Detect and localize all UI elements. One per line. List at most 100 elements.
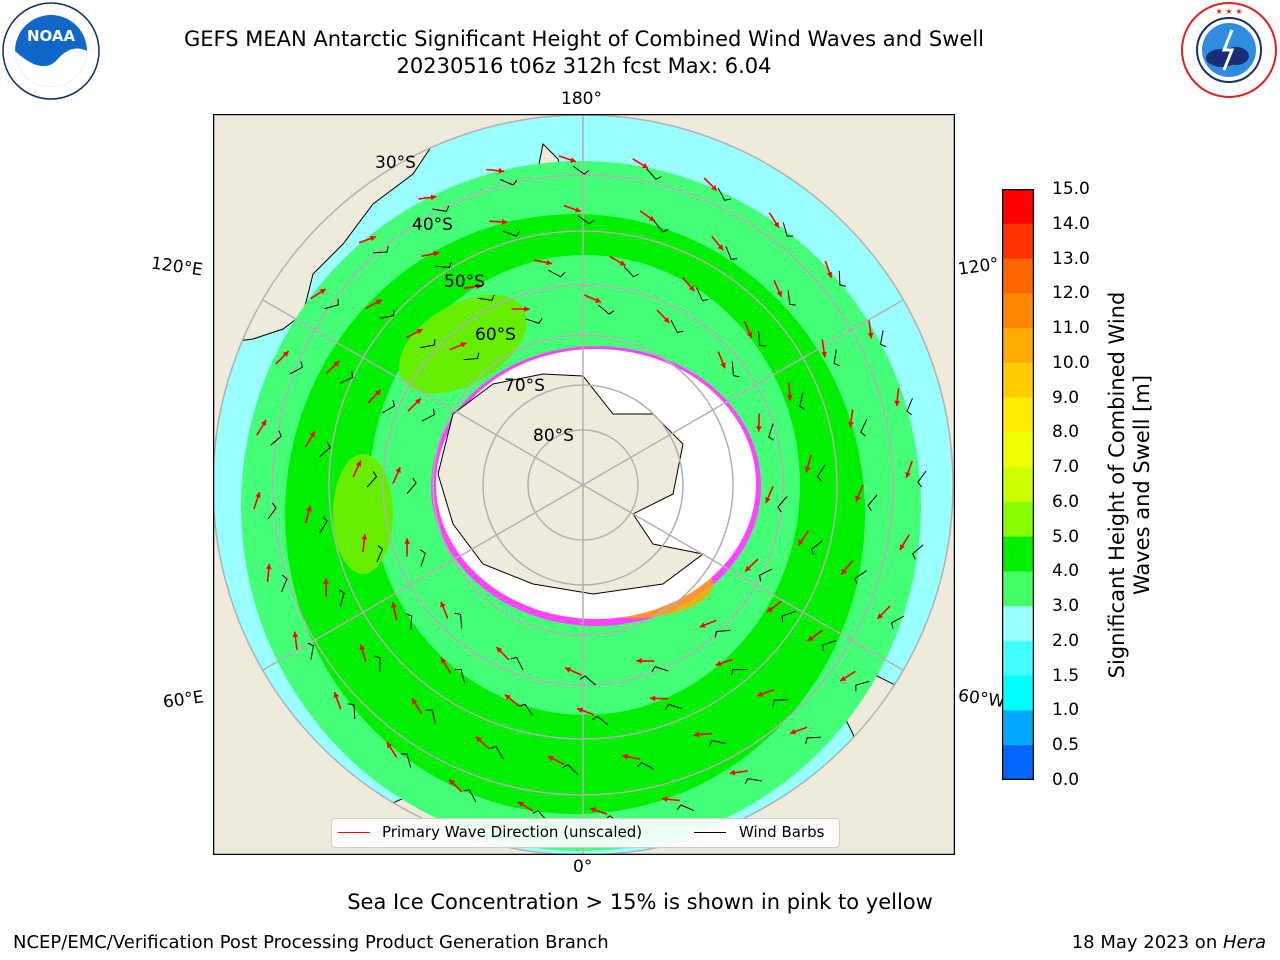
wave-arrow-head xyxy=(594,297,601,303)
wave-arrow-head xyxy=(504,694,511,701)
wave-arrow-head xyxy=(441,657,447,664)
wave-arrow-head xyxy=(766,606,773,613)
land-antarctica xyxy=(437,373,705,595)
wind-barb xyxy=(366,471,378,488)
wind-barb xyxy=(579,675,596,686)
wave-arrow-head xyxy=(546,259,552,266)
wind-barb xyxy=(379,309,395,319)
wave-arrow-head xyxy=(642,162,649,169)
colorbar-cell xyxy=(1002,189,1034,225)
wind-barb xyxy=(455,668,466,684)
wave-arrow-head xyxy=(359,644,366,651)
wave-arrow-head xyxy=(790,728,797,735)
colorbar-cell xyxy=(1002,745,1034,780)
wave-direction-arrows xyxy=(253,155,927,825)
wave-arrow-head xyxy=(622,753,629,760)
wave-arrow-head xyxy=(404,538,410,544)
colorbar-cell xyxy=(1002,223,1034,260)
wind-barb xyxy=(838,270,846,287)
wind-barb xyxy=(787,290,796,306)
wave-arrow-head xyxy=(498,167,505,174)
legend-wave-direction: Primary Wave Direction (unscaled) xyxy=(382,823,643,841)
colorbar-cell xyxy=(1002,606,1034,642)
wind-barb xyxy=(637,761,655,770)
colorbar-tick-label: 1.0 xyxy=(1052,700,1080,721)
wind-barb xyxy=(833,349,840,367)
colorbar-tick-label: 2.0 xyxy=(1052,630,1080,651)
wave-arrow-head xyxy=(894,400,901,407)
lon-label-60e: 60°E xyxy=(161,687,206,713)
colorbar-tick-label: 6.0 xyxy=(1052,491,1080,512)
figure-subtitle: 20230516 t06z 312h fcst Max: 6.04 xyxy=(396,54,772,78)
wave-arrow-head xyxy=(826,271,833,278)
wave-arrow-head xyxy=(636,658,642,664)
wave-arrow-head xyxy=(648,215,655,222)
colorbar-tick-label: 12.0 xyxy=(1052,283,1090,304)
wave-arrow-head xyxy=(496,647,503,653)
wind-barb xyxy=(714,629,731,638)
wave-arrow-head xyxy=(746,331,753,338)
wave-arrow-head xyxy=(292,631,299,638)
colorbar-tick-label: 1.5 xyxy=(1052,665,1080,686)
colorbar-cell xyxy=(1002,258,1034,294)
colorbar-label: Significant Height of Combined Wind Wave… xyxy=(1105,291,1154,679)
wind-barb xyxy=(725,246,738,260)
wind-barb xyxy=(348,703,356,720)
wind-barb xyxy=(591,715,609,726)
wind-barb-swatch xyxy=(694,832,726,833)
wind-barb xyxy=(768,423,775,441)
wave-arrow-head xyxy=(565,667,572,673)
wave-arrow-head xyxy=(255,492,261,498)
wind-barb xyxy=(758,568,773,582)
wave-arrow-head xyxy=(570,157,576,163)
wave-arrow-head xyxy=(386,742,393,749)
wave-arrow-head xyxy=(391,602,397,609)
wave-arrow-head xyxy=(374,389,381,396)
wind-barb xyxy=(372,246,389,254)
colorbar-cell xyxy=(1002,432,1034,468)
wave-arrow-head xyxy=(323,578,329,584)
wind-barb xyxy=(319,516,328,534)
wind-barb xyxy=(676,804,694,811)
wave-arrow-head xyxy=(786,395,793,401)
wave-arrow-head xyxy=(282,351,289,357)
wind-barb xyxy=(653,220,669,233)
wind-barb xyxy=(400,753,412,768)
wind-barb xyxy=(463,352,480,361)
wind-barb xyxy=(855,680,870,692)
lon-label-120e: 120°E xyxy=(149,253,204,281)
footer-machine: Hera xyxy=(1222,932,1266,953)
wind-barb xyxy=(867,494,878,511)
wave-direction-swatch xyxy=(338,832,370,833)
wave-arrow-head xyxy=(306,505,312,512)
wind-barb xyxy=(646,168,662,180)
wave-arrow-head xyxy=(717,244,724,251)
wind-barb xyxy=(912,544,924,560)
wind-barb xyxy=(772,699,789,707)
wind-barb xyxy=(421,408,436,422)
noaa-logo-text: NOAA xyxy=(27,27,76,45)
wind-barb xyxy=(519,703,534,717)
wind-barb xyxy=(503,230,521,237)
wave-arrow-head xyxy=(449,779,455,786)
wave-arrow-head xyxy=(711,184,717,191)
wind-barb xyxy=(548,269,566,278)
nws-logo: ★ ★ ★ xyxy=(1181,2,1277,98)
wind-barb xyxy=(880,330,887,348)
wave-arrow-head xyxy=(460,342,467,348)
colorbar-tick-label: 9.0 xyxy=(1052,387,1080,408)
colorbar-cell xyxy=(1002,710,1034,746)
wave-arrow-head xyxy=(524,306,530,312)
lon-label-180: 180° xyxy=(561,89,602,109)
wave-arrow-head xyxy=(729,769,736,776)
wave-arrow-head xyxy=(416,329,423,335)
wave-arrow-head xyxy=(899,544,906,551)
band-5-to-6m-b xyxy=(333,454,393,574)
wave-arrow-head xyxy=(807,635,814,642)
wave-arrow-head xyxy=(476,283,482,290)
wind-barb xyxy=(376,545,384,563)
wave-arrow-head xyxy=(661,796,668,803)
svg-text:★ ★ ★: ★ ★ ★ xyxy=(1215,7,1242,16)
wave-arrow-head xyxy=(517,801,524,808)
lat-label-50s: 50°S xyxy=(444,272,485,292)
